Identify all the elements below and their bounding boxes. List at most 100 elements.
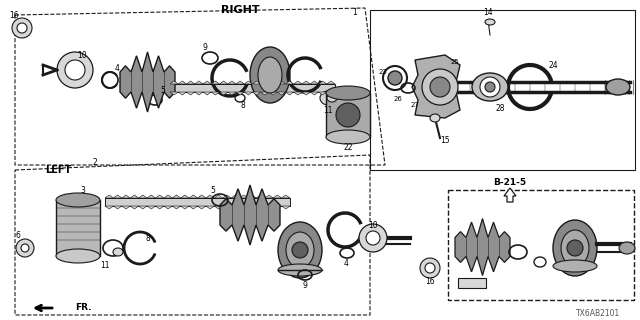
Ellipse shape	[278, 264, 322, 276]
Ellipse shape	[57, 52, 93, 88]
Polygon shape	[220, 92, 228, 95]
Polygon shape	[179, 92, 186, 95]
Text: 4: 4	[344, 259, 348, 268]
Polygon shape	[273, 195, 282, 198]
Polygon shape	[211, 81, 220, 84]
Polygon shape	[244, 92, 253, 95]
Text: 15: 15	[440, 135, 450, 145]
Polygon shape	[203, 81, 211, 84]
Polygon shape	[285, 92, 294, 95]
Polygon shape	[223, 206, 231, 209]
Polygon shape	[130, 195, 139, 198]
Polygon shape	[236, 81, 244, 84]
Text: 10: 10	[368, 220, 378, 229]
Text: 3: 3	[81, 186, 85, 195]
Ellipse shape	[366, 231, 380, 245]
Polygon shape	[253, 92, 260, 95]
Ellipse shape	[430, 114, 440, 122]
Polygon shape	[282, 206, 290, 209]
Text: 1: 1	[353, 7, 357, 17]
Text: 26: 26	[394, 96, 403, 102]
Ellipse shape	[278, 222, 322, 278]
Ellipse shape	[472, 73, 508, 101]
Text: 8: 8	[241, 100, 245, 109]
Polygon shape	[130, 206, 139, 209]
Polygon shape	[147, 206, 156, 209]
Polygon shape	[277, 92, 285, 95]
Polygon shape	[139, 195, 147, 198]
Polygon shape	[310, 92, 319, 95]
Ellipse shape	[12, 18, 32, 38]
Polygon shape	[113, 195, 122, 198]
Polygon shape	[195, 92, 203, 95]
Ellipse shape	[292, 242, 308, 258]
Polygon shape	[248, 206, 257, 209]
Ellipse shape	[561, 230, 589, 266]
Polygon shape	[302, 92, 310, 95]
Ellipse shape	[113, 248, 123, 256]
Polygon shape	[211, 92, 220, 95]
Ellipse shape	[420, 258, 440, 278]
Ellipse shape	[16, 239, 34, 257]
FancyArrowPatch shape	[36, 305, 52, 311]
Polygon shape	[105, 206, 113, 209]
Polygon shape	[282, 195, 290, 198]
Ellipse shape	[258, 57, 282, 93]
Bar	[56, 200, 100, 256]
Ellipse shape	[619, 242, 635, 254]
Polygon shape	[156, 195, 164, 198]
Ellipse shape	[422, 69, 458, 105]
Polygon shape	[164, 195, 172, 198]
Polygon shape	[302, 81, 310, 84]
Text: 28: 28	[495, 103, 505, 113]
Polygon shape	[189, 195, 198, 198]
Text: LEFT: LEFT	[45, 165, 71, 175]
Polygon shape	[147, 195, 156, 198]
Text: FR.: FR.	[75, 303, 92, 313]
Polygon shape	[285, 81, 294, 84]
Ellipse shape	[485, 19, 495, 25]
Ellipse shape	[606, 79, 630, 95]
Polygon shape	[310, 81, 319, 84]
Ellipse shape	[430, 77, 450, 97]
Polygon shape	[239, 195, 248, 198]
Polygon shape	[186, 81, 195, 84]
Polygon shape	[265, 206, 273, 209]
Text: 9: 9	[203, 43, 207, 52]
Polygon shape	[273, 206, 282, 209]
Ellipse shape	[553, 260, 597, 272]
Polygon shape	[260, 81, 269, 84]
Ellipse shape	[388, 71, 402, 85]
Polygon shape	[239, 206, 248, 209]
Text: 24: 24	[548, 60, 558, 69]
Bar	[326, 93, 370, 137]
Polygon shape	[120, 52, 175, 112]
Text: RIGHT: RIGHT	[221, 5, 259, 15]
Polygon shape	[105, 195, 113, 198]
Text: 23: 23	[379, 69, 387, 75]
Polygon shape	[156, 206, 164, 209]
Ellipse shape	[425, 263, 435, 273]
Text: 8: 8	[146, 234, 150, 243]
Text: 10: 10	[77, 51, 87, 60]
Text: 27: 27	[411, 102, 419, 108]
Bar	[370, 10, 635, 170]
Text: 2: 2	[93, 157, 97, 166]
Polygon shape	[327, 92, 335, 95]
Ellipse shape	[327, 94, 337, 102]
Text: 16: 16	[9, 11, 19, 20]
Polygon shape	[206, 195, 214, 198]
Polygon shape	[257, 206, 265, 209]
Ellipse shape	[17, 23, 27, 33]
Polygon shape	[257, 195, 265, 198]
Polygon shape	[139, 206, 147, 209]
Polygon shape	[455, 219, 510, 276]
Polygon shape	[180, 206, 189, 209]
Bar	[170, 84, 335, 92]
Polygon shape	[198, 195, 206, 198]
Text: 6: 6	[15, 230, 20, 239]
Polygon shape	[214, 206, 223, 209]
Ellipse shape	[480, 77, 500, 97]
Ellipse shape	[336, 103, 360, 127]
Polygon shape	[220, 185, 280, 245]
